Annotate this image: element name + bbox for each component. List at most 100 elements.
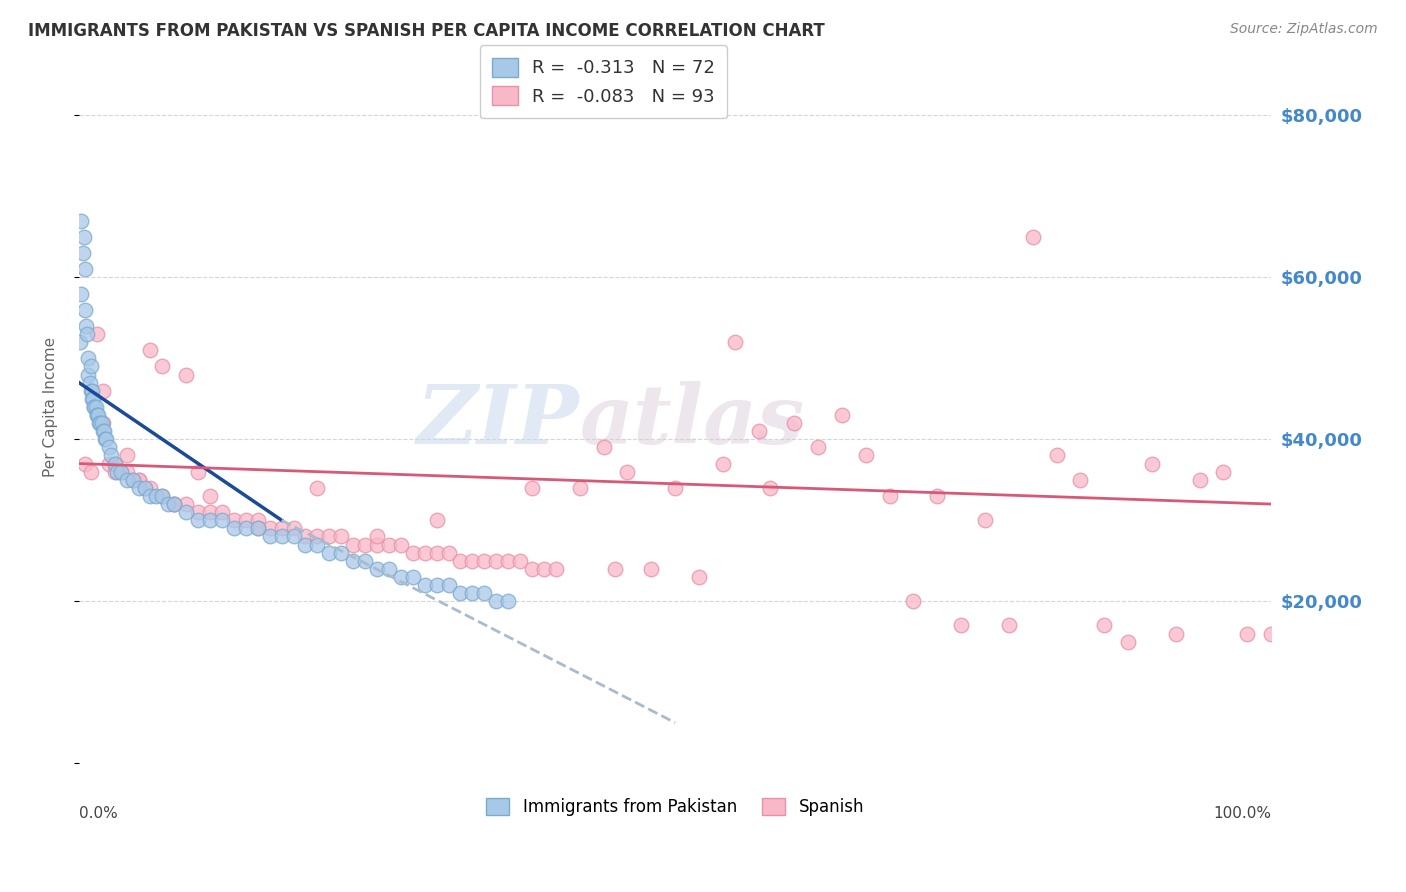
Spanish — [152, 359, 174, 374]
Spanish — [110, 465, 132, 479]
Immigrants from Pakistan — [134, 481, 156, 495]
Immigrants from Pakistan — [222, 521, 245, 535]
Spanish — [1212, 465, 1234, 479]
Spanish — [104, 457, 127, 471]
Immigrants from Pakistan — [110, 465, 132, 479]
Text: 0.0%: 0.0% — [79, 805, 118, 821]
Immigrants from Pakistan — [378, 562, 401, 576]
Spanish — [998, 618, 1021, 632]
Immigrants from Pakistan — [157, 497, 180, 511]
Spanish — [1069, 473, 1091, 487]
Text: IMMIGRANTS FROM PAKISTAN VS SPANISH PER CAPITA INCOME CORRELATION CHART: IMMIGRANTS FROM PAKISTAN VS SPANISH PER … — [28, 22, 825, 40]
Immigrants from Pakistan — [461, 586, 484, 600]
Immigrants from Pakistan — [70, 286, 93, 301]
Spanish — [354, 537, 377, 551]
Spanish — [187, 465, 209, 479]
Spanish — [1236, 626, 1258, 640]
Spanish — [855, 449, 877, 463]
Spanish — [950, 618, 973, 632]
Spanish — [688, 570, 710, 584]
Immigrants from Pakistan — [86, 408, 108, 422]
Spanish — [1045, 449, 1067, 463]
Immigrants from Pakistan — [97, 441, 120, 455]
Immigrants from Pakistan — [96, 432, 118, 446]
Text: Source: ZipAtlas.com: Source: ZipAtlas.com — [1230, 22, 1378, 37]
Spanish — [270, 521, 292, 535]
Spanish — [759, 481, 782, 495]
Spanish — [91, 416, 114, 430]
Immigrants from Pakistan — [80, 384, 103, 398]
Spanish — [163, 497, 186, 511]
Spanish — [544, 562, 567, 576]
Immigrants from Pakistan — [89, 416, 111, 430]
Spanish — [318, 529, 340, 543]
Y-axis label: Per Capita Income: Per Capita Income — [44, 337, 58, 477]
Spanish — [222, 513, 245, 527]
Spanish — [783, 416, 806, 430]
Spanish — [139, 481, 162, 495]
Spanish — [104, 465, 127, 479]
Immigrants from Pakistan — [83, 400, 105, 414]
Spanish — [259, 521, 281, 535]
Spanish — [86, 326, 108, 341]
Immigrants from Pakistan — [235, 521, 257, 535]
Spanish — [121, 473, 143, 487]
Immigrants from Pakistan — [89, 416, 111, 430]
Spanish — [426, 546, 449, 560]
Immigrants from Pakistan — [437, 578, 460, 592]
Spanish — [592, 441, 614, 455]
Immigrants from Pakistan — [82, 392, 104, 406]
Immigrants from Pakistan — [115, 473, 138, 487]
Spanish — [134, 481, 156, 495]
Spanish — [1022, 230, 1045, 244]
Spanish — [496, 554, 519, 568]
Spanish — [472, 554, 495, 568]
Immigrants from Pakistan — [76, 326, 98, 341]
Spanish — [461, 554, 484, 568]
Spanish — [449, 554, 471, 568]
Immigrants from Pakistan — [139, 489, 162, 503]
Spanish — [903, 594, 925, 608]
Immigrants from Pakistan — [80, 392, 103, 406]
Spanish — [97, 457, 120, 471]
Spanish — [294, 529, 316, 543]
Spanish — [664, 481, 686, 495]
Spanish — [831, 408, 853, 422]
Immigrants from Pakistan — [79, 376, 101, 390]
Spanish — [115, 449, 138, 463]
Immigrants from Pakistan — [187, 513, 209, 527]
Immigrants from Pakistan — [90, 416, 112, 430]
Spanish — [974, 513, 997, 527]
Spanish — [128, 473, 150, 487]
Immigrants from Pakistan — [198, 513, 221, 527]
Immigrants from Pakistan — [366, 562, 388, 576]
Spanish — [163, 497, 186, 511]
Spanish — [711, 457, 734, 471]
Immigrants from Pakistan — [413, 578, 436, 592]
Immigrants from Pakistan — [73, 302, 96, 317]
Text: atlas: atlas — [579, 381, 804, 461]
Spanish — [378, 537, 401, 551]
Immigrants from Pakistan — [152, 489, 174, 503]
Spanish — [724, 335, 747, 350]
Spanish — [366, 529, 388, 543]
Immigrants from Pakistan — [80, 384, 103, 398]
Spanish — [485, 554, 508, 568]
Immigrants from Pakistan — [83, 400, 105, 414]
Immigrants from Pakistan — [270, 529, 292, 543]
Spanish — [389, 537, 412, 551]
Spanish — [640, 562, 662, 576]
Spanish — [1164, 626, 1187, 640]
Spanish — [616, 465, 638, 479]
Spanish — [235, 513, 257, 527]
Spanish — [91, 384, 114, 398]
Spanish — [568, 481, 591, 495]
Text: 100.0%: 100.0% — [1213, 805, 1271, 821]
Immigrants from Pakistan — [211, 513, 233, 527]
Spanish — [246, 521, 269, 535]
Immigrants from Pakistan — [174, 505, 197, 519]
Immigrants from Pakistan — [426, 578, 449, 592]
Spanish — [246, 513, 269, 527]
Spanish — [413, 546, 436, 560]
Immigrants from Pakistan — [91, 424, 114, 438]
